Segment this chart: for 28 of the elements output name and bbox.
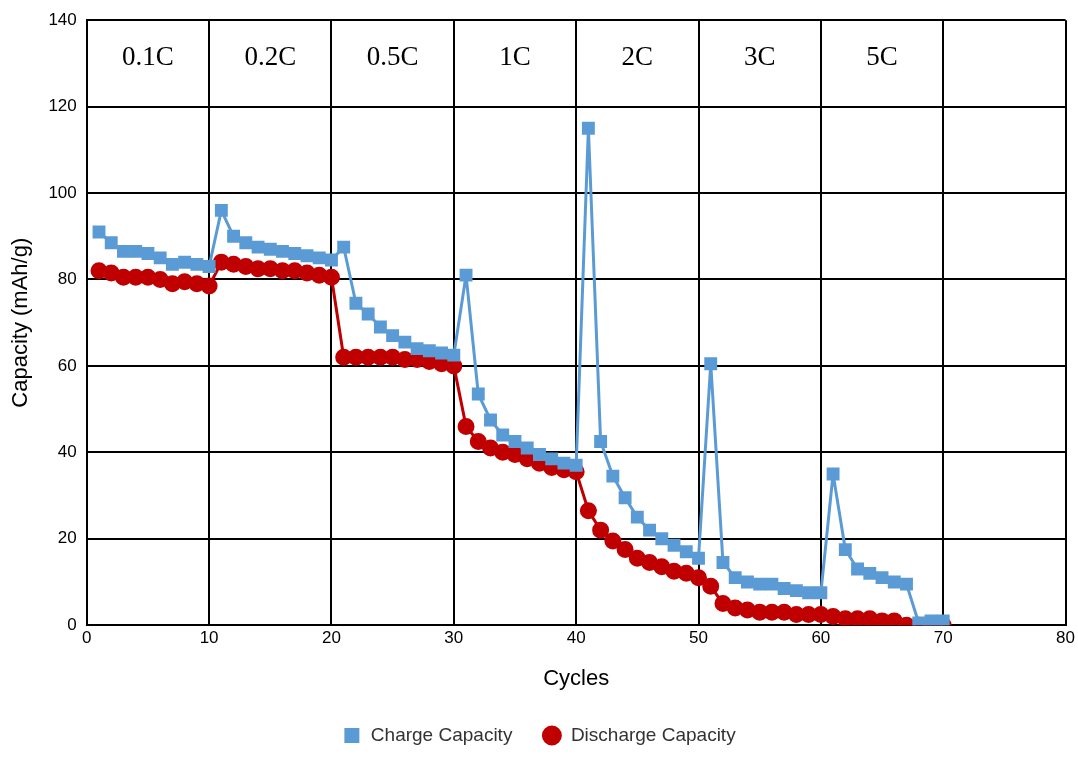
x-tick-label: 60 <box>811 628 831 648</box>
x-tick-label: 80 <box>1056 628 1076 648</box>
annotation: 3C <box>743 40 776 71</box>
legend-label: Discharge Capacity <box>570 723 737 745</box>
y-axis-title: Capacity (mAh/g) <box>7 237 33 408</box>
x-tick-label: 50 <box>689 628 708 648</box>
x-axis-title: Cycles <box>543 664 610 690</box>
y-tick-label: 40 <box>57 442 77 462</box>
annotation: 1C <box>499 40 531 71</box>
annotation: 0.5C <box>366 40 419 71</box>
y-tick-label: 0 <box>67 614 77 634</box>
y-tick-label: 100 <box>48 182 77 202</box>
x-tick-label: 20 <box>322 628 341 648</box>
x-tick-label: 40 <box>566 628 586 648</box>
annotation: 0.2C <box>244 40 297 71</box>
x-tick-label: 0 <box>82 628 92 648</box>
x-tick-label: 70 <box>933 628 953 648</box>
annotation: 0.1C <box>122 40 174 71</box>
x-tick-label: 30 <box>444 628 464 648</box>
y-tick-label: 60 <box>57 355 77 375</box>
y-tick-label: 120 <box>48 96 77 116</box>
y-tick-label: 140 <box>48 9 77 29</box>
legend-label: Charge Capacity <box>370 723 513 745</box>
x-tick-label: 10 <box>199 628 219 648</box>
y-tick-label: 80 <box>57 269 77 289</box>
y-tick-label: 20 <box>57 528 77 548</box>
annotation: 5C <box>866 40 898 71</box>
annotation: 2C <box>621 40 654 71</box>
